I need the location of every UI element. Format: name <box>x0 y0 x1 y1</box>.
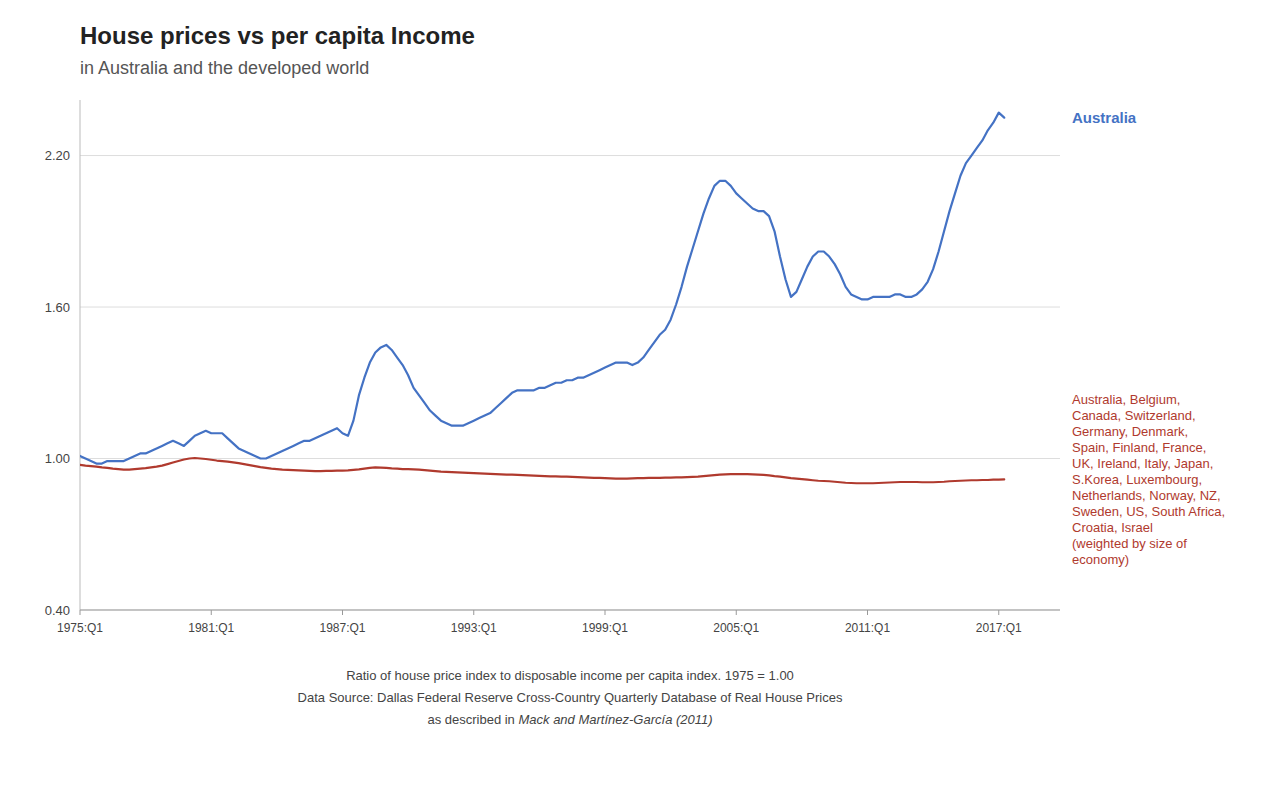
x-tick-label: 1993:Q1 <box>451 621 497 635</box>
captions: Ratio of house price index to disposable… <box>298 668 843 727</box>
series-label-line: (weighted by size of <box>1072 536 1187 551</box>
series-label-line: Croatia, Israel <box>1072 520 1153 535</box>
subtitle: in Australia and the developed world <box>80 58 369 78</box>
x-tick-label: 2011:Q1 <box>845 621 890 635</box>
caption-part: Mack and Martínez-García (2011) <box>518 712 712 727</box>
series-label-line: Australia <box>1072 109 1137 126</box>
y-grid <box>80 156 1060 610</box>
series-label-line: UK, Ireland, Italy, Japan, <box>1072 456 1213 471</box>
background <box>0 0 1279 786</box>
x-tick <box>998 610 999 615</box>
caption: Ratio of house price index to disposable… <box>346 668 794 683</box>
x-tick-label: 2005:Q1 <box>713 621 759 635</box>
x-tick-label: 1981:Q1 <box>188 621 234 635</box>
x-tick-label: 1999:Q1 <box>582 621 628 635</box>
y-tick-label: 1.00 <box>45 451 70 466</box>
x-tick <box>342 610 343 615</box>
series-label-line: Canada, Switzerland, <box>1072 408 1196 423</box>
series-line <box>80 458 1004 483</box>
x-axis-line <box>80 610 1060 611</box>
x-tick <box>736 610 737 615</box>
series-label: Australia, Belgium,Canada, Switzerland,G… <box>1072 392 1225 567</box>
y-tick-label: 2.20 <box>45 148 70 163</box>
x-tick <box>211 610 212 615</box>
series-label: Australia <box>1072 109 1137 126</box>
chart: House prices vs per capita Income in Aust… <box>0 0 1279 786</box>
series-label-line: economy) <box>1072 552 1129 567</box>
series-label-line: Netherlands, Norway, NZ, <box>1072 488 1221 503</box>
y-tick-labels: 0.40 1.00 1.60 2.20 <box>45 148 70 617</box>
series-label-line: Germany, Denmark, <box>1072 424 1188 439</box>
caption-part: as described in <box>427 712 518 727</box>
page: {"chart_data": { "type": "line", "title"… <box>0 0 1279 786</box>
x-tick-label: 2017:Q1 <box>976 621 1022 635</box>
x-tick <box>605 610 606 615</box>
series-label-line: Sweden, US, South Africa, <box>1072 504 1225 519</box>
series-label-line: Spain, Finland, France, <box>1072 440 1206 455</box>
y-tick-label: 1.60 <box>45 300 70 315</box>
grid-line <box>80 307 1060 308</box>
y-tick-label: 0.40 <box>45 603 70 618</box>
title: House prices vs per capita Income <box>80 22 475 49</box>
grid-line <box>80 610 1060 611</box>
x-tick-label: 1987:Q1 <box>319 621 365 635</box>
x-tick-label: 1975:Q1 <box>57 621 103 635</box>
series-label-line: S.Korea, Luxembourg, <box>1072 472 1202 487</box>
y-axis-line <box>80 100 81 610</box>
lines <box>80 113 1004 484</box>
caption: Data Source: Dallas Federal Reserve Cros… <box>298 690 843 705</box>
grid-line <box>80 458 1060 459</box>
x-tick <box>473 610 474 615</box>
series-labels: Australia Australia, Belgium,Canada, Swit… <box>1072 109 1225 567</box>
grid-line <box>80 155 1060 156</box>
series-line <box>80 113 1004 464</box>
x-tick <box>80 610 81 615</box>
x-ticks: 1975:Q1 1981:Q1 1987:Q1 1993:Q1 1999:Q1 2005:… <box>57 610 1022 635</box>
caption: as described in Mack and Martínez-García… <box>427 712 712 727</box>
x-tick <box>867 610 868 615</box>
series-label-line: Australia, Belgium, <box>1072 392 1180 407</box>
